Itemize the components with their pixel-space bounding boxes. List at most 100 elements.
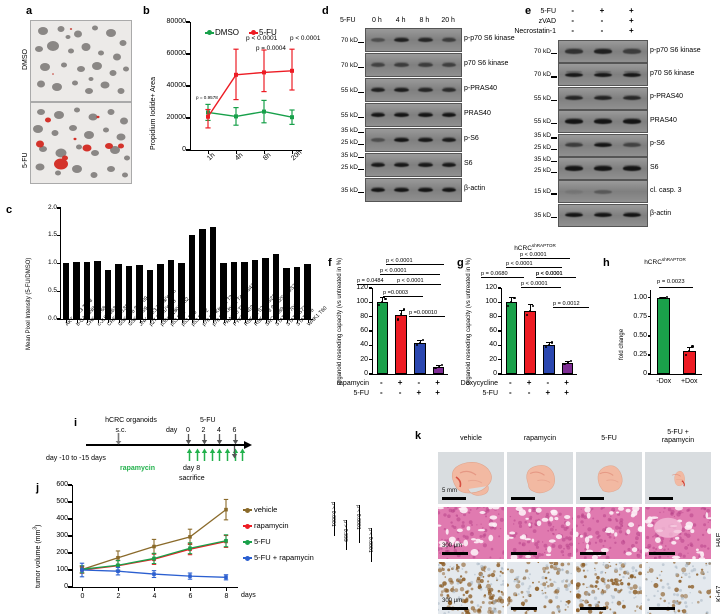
panel-j-ytick-label: 0	[44, 583, 68, 590]
panel-k-scalebar	[580, 552, 606, 555]
panel-a-image-dmso	[30, 20, 132, 102]
bar-significance-line	[409, 316, 445, 317]
panel-g-ylabel-text: organoid reseeding capacity (vs untreate…	[466, 258, 472, 385]
blot-band-shadow	[624, 142, 640, 144]
panel-label-k: k	[415, 431, 421, 442]
bar-ytick-label: 20	[477, 356, 497, 363]
blot-mw-label: 25 kD	[325, 140, 358, 147]
blot-mw-label: 35 kD	[325, 153, 358, 160]
blot-band-shadow	[419, 62, 432, 64]
bar-cond-value: -	[372, 389, 391, 397]
panel-j-annotation-bracket	[346, 520, 347, 550]
bar-significance-line	[383, 296, 423, 297]
bar-datapoint	[532, 305, 534, 307]
panel-j-annotation-bracket	[371, 528, 372, 562]
blot-panel-S6	[558, 157, 648, 180]
bar-significance-label: p < 0.0001	[536, 271, 563, 277]
blot-band-shadow	[595, 142, 611, 144]
blot-label-p70 S6 kinase: p70 S6 kinase	[464, 60, 508, 67]
blot-band-shadow	[419, 112, 432, 114]
panel-c-bar	[63, 263, 70, 319]
panel-b-legend-item-DMSO: DMSO	[205, 28, 239, 37]
blot-mw-tick	[551, 53, 557, 54]
bar-cond-value: +	[539, 389, 558, 397]
blot-band	[565, 119, 583, 123]
blot-panel-cl. casp. 3	[558, 180, 648, 203]
panel-j-ytick-label: 300	[44, 532, 68, 539]
panel-i-drug-top: 5-FU	[200, 417, 216, 424]
panel-a-image-5fu	[30, 102, 132, 184]
bar-ytick	[369, 359, 373, 360]
blot-mw-label: 35 kD	[325, 188, 358, 195]
dmso-organoids-svg	[31, 21, 131, 101]
panel-j-legend-item-3: 5-FU + rapamycin	[243, 553, 314, 562]
panel-k-scalebar	[649, 552, 675, 555]
panel-b-xaxis	[190, 150, 302, 151]
bar-cond-value: -	[391, 389, 410, 397]
bar-ytick-label: 100	[477, 298, 497, 305]
panel-k-image-r2-c1	[507, 562, 573, 614]
panel-c-ytick-label: 1.5	[35, 232, 57, 239]
blot-band-shadow	[566, 212, 582, 214]
bar-ytick-label: 0	[348, 370, 368, 377]
bar-significance-label: p < 0.0001	[520, 252, 547, 258]
panel-g-ylabel: organoid reseeding capacity (vs untreate…	[466, 275, 472, 385]
blot-band-shadow	[443, 62, 456, 64]
blot-panel-p-PRAS40	[365, 78, 462, 102]
blot-mw-tick	[358, 42, 364, 43]
blot-panel-p-S6	[558, 134, 648, 157]
bar-ytick	[498, 359, 502, 360]
panel-k-image-r2-c0: 300 µm	[438, 562, 504, 614]
blot-mw-tick	[551, 137, 557, 138]
panel-h-ytick-label: 0.75	[624, 313, 647, 320]
blot-panel-PRAS40	[558, 110, 648, 133]
bar-datapoint	[545, 346, 547, 348]
panel-k-scalebar	[649, 497, 673, 500]
blot-mw-label: 70 kD	[325, 63, 358, 70]
panel-j-xtick-label: 2	[111, 593, 126, 600]
bar-significance-label: p =0.0003	[383, 290, 408, 296]
panel-k-image-r0-c3	[645, 452, 711, 504]
panel-i-rapamycin-arrow-icon	[209, 448, 216, 462]
panel-c-bar	[199, 229, 206, 319]
bar-ytick	[498, 287, 502, 288]
panel-h-bar-0	[657, 298, 670, 374]
bar-ytick	[369, 316, 373, 317]
bar-ytick	[369, 287, 373, 288]
panel-j-legend-item-2: 5-FU	[243, 537, 314, 546]
blot-band	[565, 73, 583, 77]
panel-j-legend-dot	[245, 556, 250, 561]
panel-h-significance-line	[659, 287, 693, 288]
panel-i-rapamycin-arrow-icon	[216, 448, 223, 462]
panel-i-rapamycin-arrow-icon	[201, 448, 208, 462]
blot-band-shadow	[443, 162, 456, 164]
panel-i-rapamycin-arrow-icon	[224, 448, 231, 462]
bar-significance-label: p = 0.0012	[553, 301, 580, 307]
panel-k-col-header-1: rapamycin	[507, 435, 573, 443]
blot-band-shadow	[443, 112, 456, 114]
panel-i-drug-bottom: rapamycin	[120, 465, 155, 472]
bar-significance-label: p < 0.0001	[380, 268, 407, 274]
panel-k-image-r0-c0: 5 mm	[438, 452, 504, 504]
panel-j-legend-dot	[245, 540, 250, 545]
blot-band-shadow	[566, 95, 582, 97]
bar-ytick	[369, 373, 373, 374]
panel-j-legend-item-1: rapamycin	[243, 521, 314, 530]
bar-cond-value: -	[501, 379, 520, 387]
blot-panel-p-p70 S6 kinase	[558, 40, 648, 63]
bar-ytick	[498, 373, 502, 374]
panel-d-lane-20 h: 20 h	[436, 17, 460, 24]
blot-mw-tick	[358, 132, 364, 133]
bar-significance-label: p = 0.0484	[357, 278, 384, 284]
blot-band	[623, 119, 641, 123]
bar-cond-label-rapamycin: rapamycin	[310, 380, 369, 387]
blot-band-shadow	[395, 62, 408, 64]
blot-band-shadow	[372, 87, 385, 89]
panel-k-image-r2-c3	[645, 562, 711, 614]
bar-0	[377, 302, 389, 374]
panel-h-datapoint	[663, 297, 665, 299]
panel-k-image-r0-c2	[576, 452, 642, 504]
panel-j-xtick	[118, 587, 119, 591]
panel-j-ytick-label: 100	[44, 566, 68, 573]
blot-label-S6: S6	[650, 164, 659, 171]
